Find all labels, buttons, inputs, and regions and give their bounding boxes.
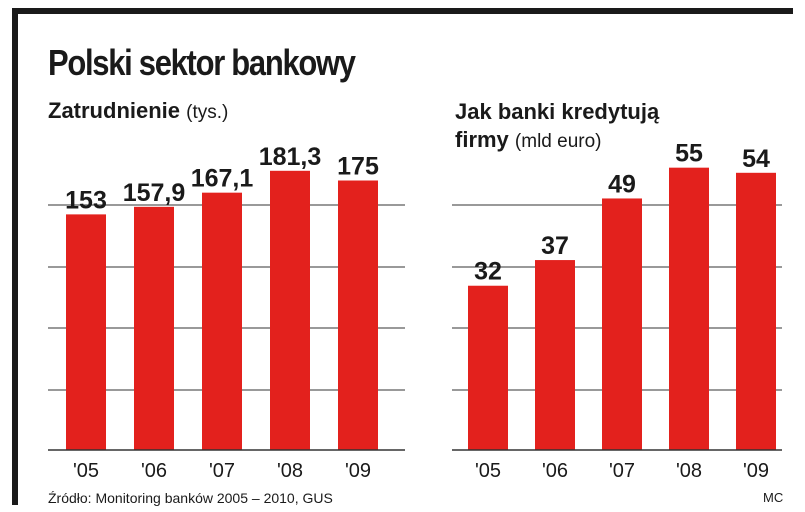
chart2-value-label-2: 49 [608, 170, 636, 198]
chart1-bar-1 [134, 206, 174, 450]
chart1-tick-label-3: '08 [277, 460, 303, 482]
author-credit: MC [763, 490, 784, 505]
chart2-title: Jak banki kredytują firmy (mld euro) [455, 98, 659, 156]
chart2-title-line2: firmy [455, 127, 509, 152]
chart2-tick-label-4: '09 [743, 460, 769, 482]
chart1-bar-4 [338, 180, 378, 450]
chart2-value-label-4: 54 [742, 145, 770, 173]
chart1-unit: (tys.) [186, 102, 229, 123]
chart1-value-label-3: 181,3 [259, 143, 322, 171]
chart1-bar-0 [66, 214, 106, 450]
source-note: Źródło: Monitoring banków 2005 – 2010, G… [48, 490, 333, 506]
chart1-value-label-2: 167,1 [191, 165, 254, 193]
chart1-title-text: Zatrudnienie [48, 98, 181, 123]
chart1-title: Zatrudnienie (tys.) [48, 98, 228, 124]
chart1-value-label-4: 175 [337, 153, 379, 181]
chart2-value-label-0: 32 [474, 258, 502, 286]
chart1-tick-label-4: '09 [345, 460, 371, 482]
frame-top-bar [12, 8, 793, 14]
frame-left-bar [12, 8, 18, 505]
chart2-bar-4 [736, 172, 776, 451]
chart2-tick-label-3: '08 [676, 460, 702, 482]
chart2-tick-label-1: '06 [542, 460, 568, 482]
chart1-value-label-0: 153 [65, 186, 107, 214]
chart1-tick-label-0: '05 [73, 460, 99, 482]
chart2-bar-0 [468, 285, 508, 450]
chart1-tick-label-1: '06 [141, 460, 167, 482]
chart2-unit: (mld euro) [514, 131, 602, 152]
chart1-value-label-1: 157,9 [123, 179, 186, 207]
page-title: Polski sektor bankowy [48, 42, 356, 83]
chart2-bar-3 [669, 167, 709, 450]
chart2-value-label-3: 55 [675, 140, 703, 168]
chart2-title-line1: Jak banki kredytują [455, 99, 660, 124]
chart1-bar-3 [270, 170, 310, 450]
chart1-tick-label-2: '07 [209, 460, 235, 482]
chart2-bar-1 [535, 260, 575, 450]
chart2-value-label-1: 37 [541, 232, 569, 260]
chart1-bar-2 [202, 192, 242, 450]
chart2-bar-2 [602, 198, 642, 450]
chart2-tick-label-0: '05 [475, 460, 501, 482]
chart2-tick-label-2: '07 [609, 460, 635, 482]
